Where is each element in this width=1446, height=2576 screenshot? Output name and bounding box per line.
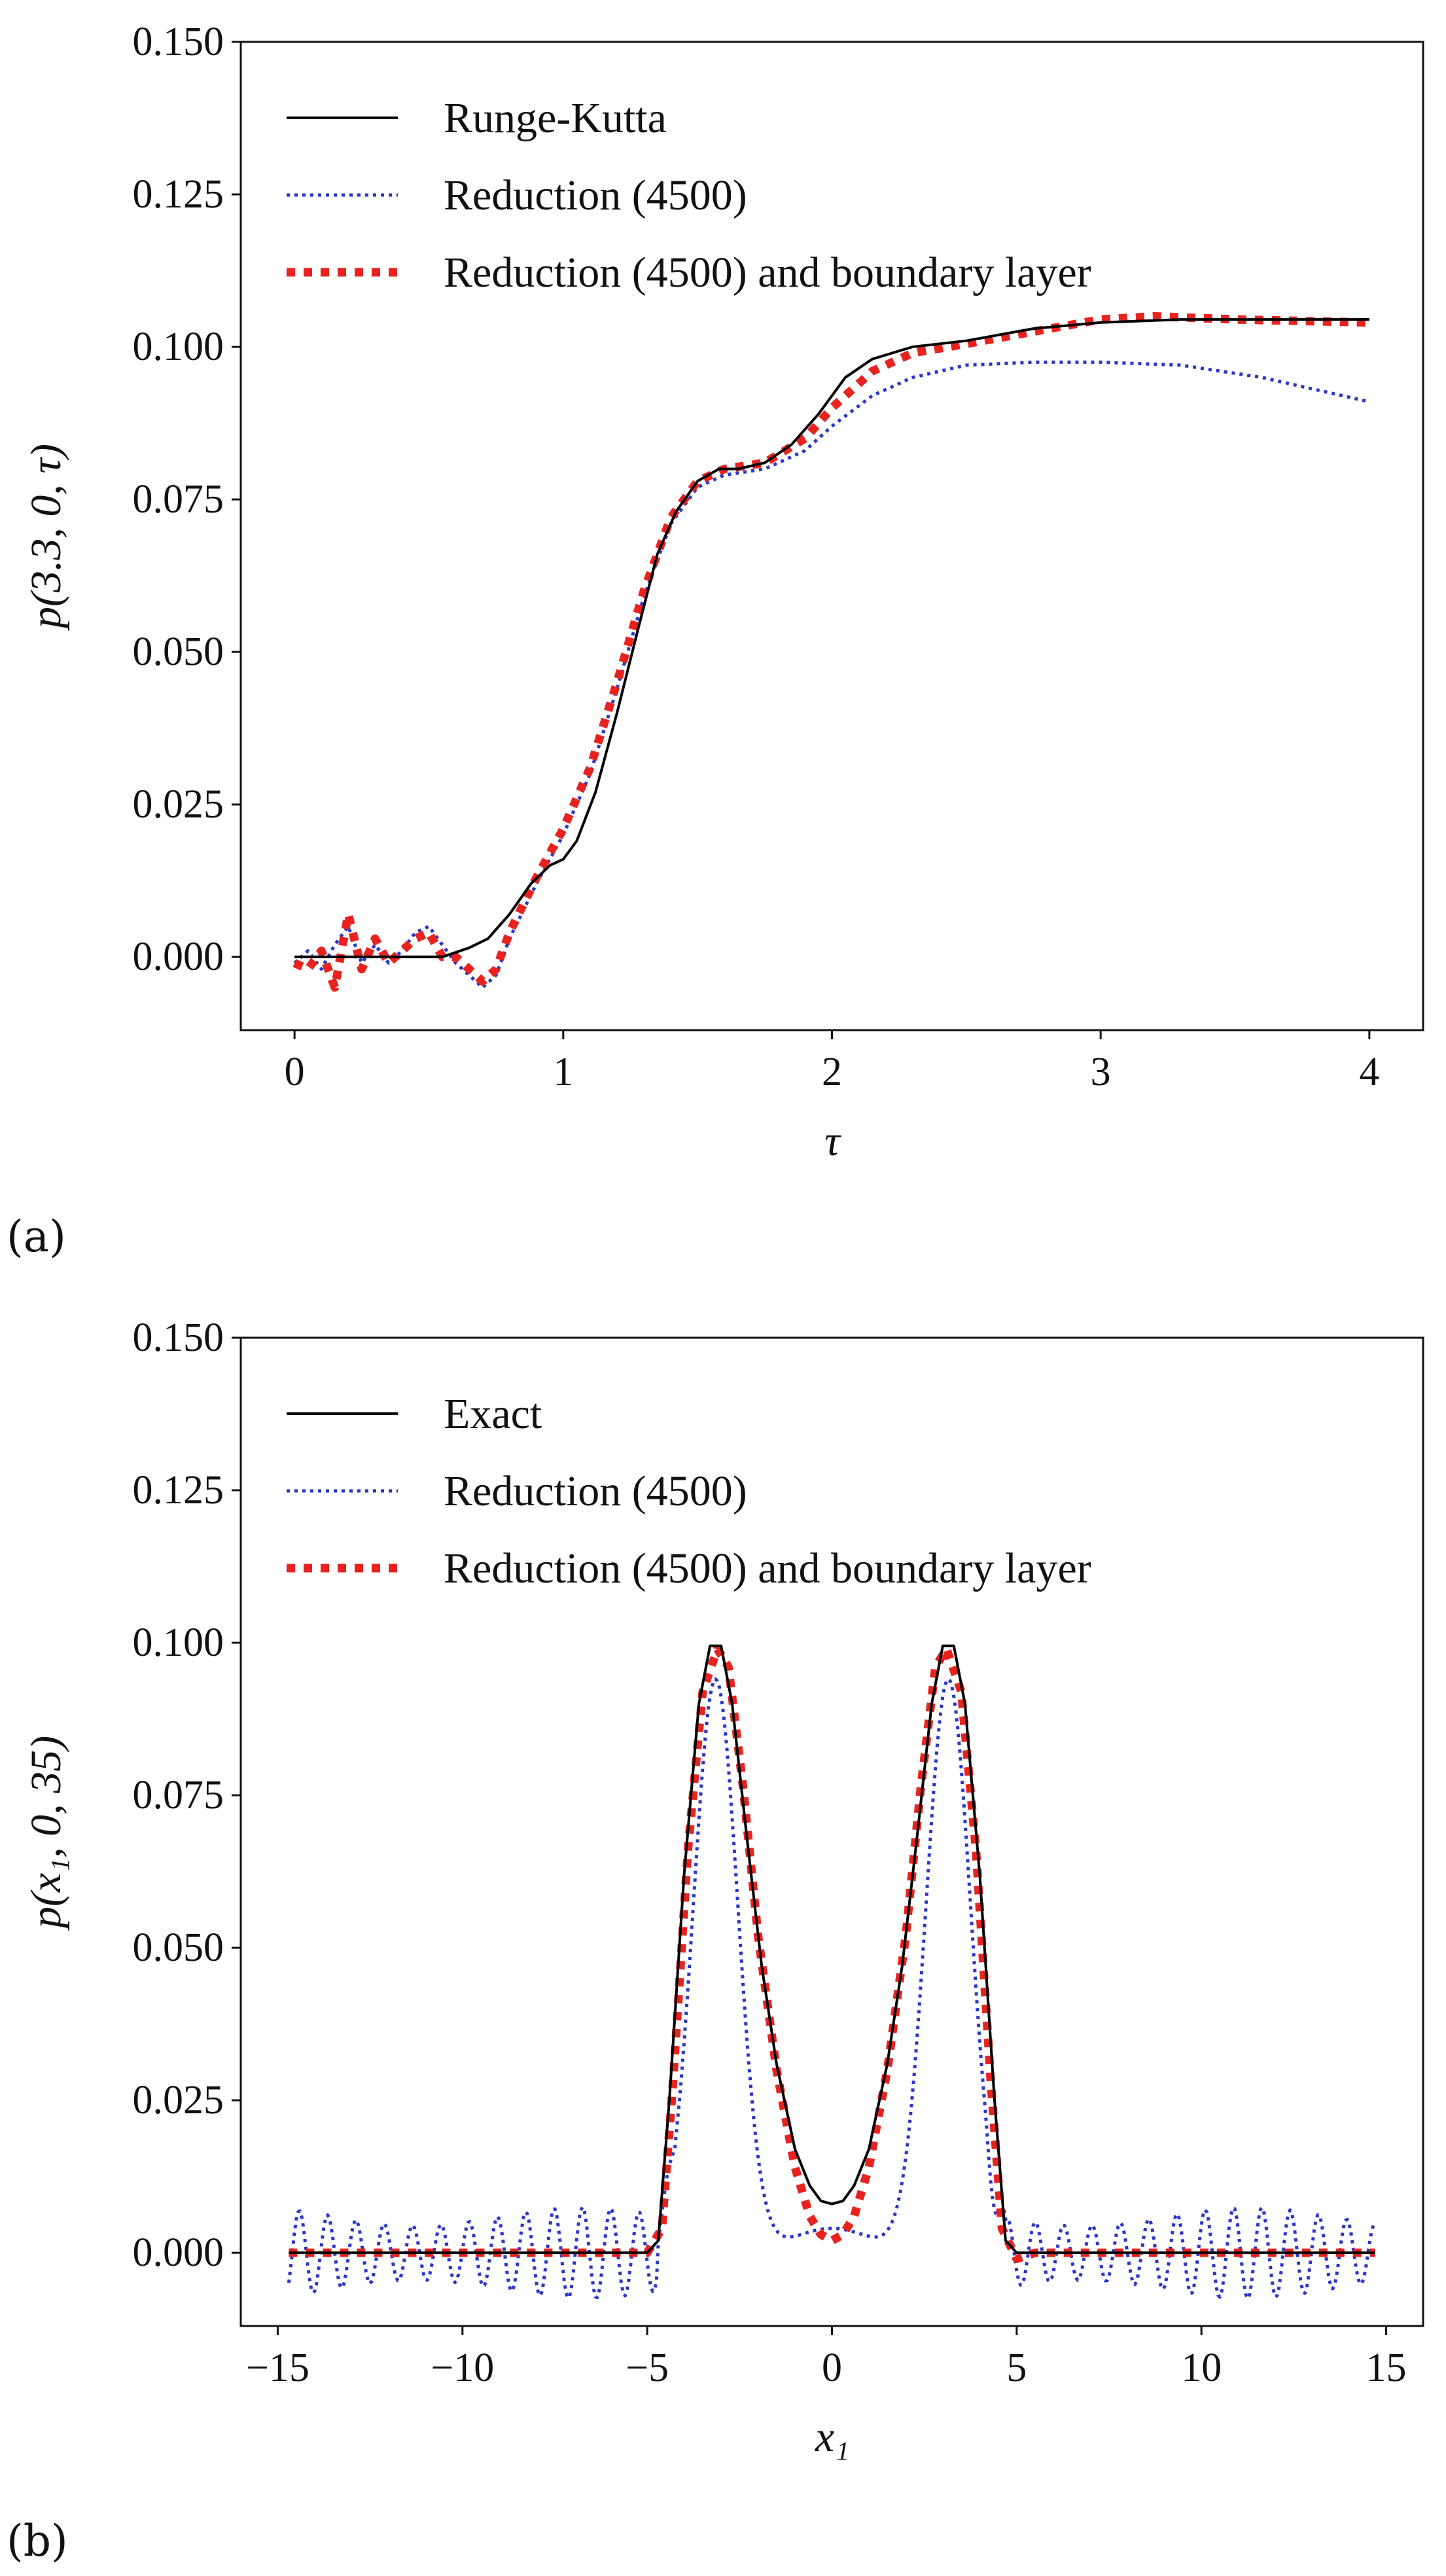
y-tick-label: 0.050 xyxy=(133,1925,224,1970)
legend-label: Runge-Kutta xyxy=(444,94,667,142)
legend-label: Reduction (4500) xyxy=(444,171,747,219)
panel-a-x-ticks: 0 1 2 3 4 xyxy=(285,1030,1379,1094)
y-tick-label: 0.100 xyxy=(133,325,224,369)
panel-a: 0.000 0.025 0.050 0.075 0.100 0.125 0.150 0 1 2 3… xyxy=(7,20,1424,1262)
panel-a-series xyxy=(292,312,1370,992)
y-tick-label: 0.050 xyxy=(133,630,224,674)
panel-a-y-axis-label: p(3.3, 0, τ) xyxy=(22,444,70,631)
series-1-line xyxy=(287,1677,1377,2300)
x-tick-label: 1 xyxy=(553,1050,573,1094)
panel-b-legend: Exact Reduction (4500) Reduction (4500) an… xyxy=(287,1390,1091,1592)
series-2-line xyxy=(289,1644,1375,2263)
y-tick-label: 0.075 xyxy=(133,477,224,522)
x-tick-label: −15 xyxy=(246,2346,309,2390)
panel-a-frame xyxy=(239,41,1424,1031)
series-0-line xyxy=(294,318,1369,959)
panel-b-x-axis-label: x₁ xyxy=(815,2413,849,2461)
legend-label: Reduction (4500) and boundary layer xyxy=(444,1545,1091,1592)
y-tick-label: 0.125 xyxy=(133,1468,224,1512)
y-tick-label: 0.100 xyxy=(133,1620,224,1665)
y-tick-label: 0.075 xyxy=(133,1773,224,1817)
y-tick-label: 0.125 xyxy=(133,172,224,217)
x-tick-label: 2 xyxy=(822,1050,842,1094)
panel-a-label: (a) xyxy=(7,1211,66,1262)
y-tick-label: 0.025 xyxy=(133,2078,224,2122)
x-tick-label: 5 xyxy=(1006,2346,1027,2390)
x-tick-label: 15 xyxy=(1366,2346,1407,2390)
panel-b-label: (b) xyxy=(7,2516,68,2566)
panel-b-y-ticks: 0.000 0.025 0.050 0.075 0.100 0.125 0.150 xyxy=(133,1315,241,2275)
panel-b-y-axis-label: p(x₁, 0, 35) xyxy=(22,1736,70,1931)
series-1-line xyxy=(293,360,1370,990)
y-tick-label: 0.025 xyxy=(133,782,224,827)
panel-a-legend: Runge-Kutta Reduction (4500) Reduction (45… xyxy=(287,94,1091,296)
x-tick-label: 0 xyxy=(285,1050,305,1094)
panel-b-series xyxy=(287,1644,1377,2300)
x-tick-label: −5 xyxy=(626,2346,669,2390)
y-tick-label: 0.000 xyxy=(133,2230,224,2275)
legend-label: Reduction (4500) xyxy=(444,1467,747,1515)
x-tick-label: −10 xyxy=(431,2346,494,2390)
panel-a-x-axis-label: τ xyxy=(824,1117,841,1165)
series-0-line xyxy=(289,1644,1375,2255)
legend-label: Exact xyxy=(444,1390,542,1438)
x-tick-label: 4 xyxy=(1359,1050,1379,1094)
x-tick-label: 10 xyxy=(1181,2346,1222,2390)
y-tick-label: 0.000 xyxy=(133,935,224,979)
y-tick-label: 0.150 xyxy=(133,20,224,64)
panel-b-frame xyxy=(239,1336,1424,2327)
x-tick-label: 3 xyxy=(1091,1050,1111,1094)
x-tick-label: 0 xyxy=(822,2346,842,2390)
legend-label: Reduction (4500) and boundary layer xyxy=(444,249,1091,296)
y-tick-label: 0.150 xyxy=(133,1315,224,1360)
series-2-line xyxy=(292,312,1370,992)
panel-b-x-ticks: −15 −10 −5 0 5 10 15 xyxy=(246,2326,1407,2390)
panel-a-y-ticks: 0.000 0.025 0.050 0.075 0.100 0.125 0.150 xyxy=(133,20,241,979)
